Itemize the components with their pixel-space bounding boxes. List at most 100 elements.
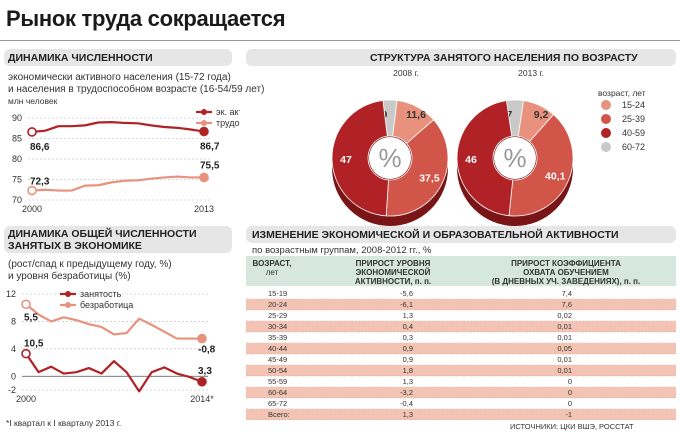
table-cell-activity: 1,8 — [403, 366, 413, 375]
legend-swatch-60-72 — [601, 142, 611, 152]
slice-value-label: 47 — [340, 154, 352, 166]
table-row-bg — [246, 343, 676, 354]
x-tick-label: 2014* — [190, 394, 214, 404]
y-tick-label: 75 — [12, 175, 22, 185]
y-tick-label: 70 — [12, 195, 22, 205]
table-cell-age: 25-29 — [268, 311, 287, 320]
donut-slice-40-59 — [331, 99, 389, 217]
table-cell-education: 7,4 — [562, 289, 572, 298]
table-cell-education: 0,05 — [557, 344, 572, 353]
activity-table: 15-19 -5,6 7,4 20-24 -6,1 7,6 25-29 1,3 0,02 30-3… — [246, 289, 676, 420]
table-cell-age: 40-44 — [268, 344, 287, 353]
table-cell-activity: -5,6 — [400, 289, 413, 298]
table-cell-activity: 0,9 — [403, 355, 413, 364]
series-line-1 — [31, 121, 205, 134]
employment-line-chart: -2 0 4 8 12 2000 2014* 10,5 3,3 5,5 -0,8 занятост… — [6, 289, 216, 404]
legend-marker — [201, 120, 207, 126]
table-cell-education: 0,01 — [557, 333, 572, 342]
percent-symbol: % — [503, 143, 526, 173]
table-col-education-header: ПРИРОСТ КОЭФФИЦИЕНТА ОХВАТА ОБУЧЕНИЕМ (В Д… — [491, 259, 641, 286]
table-row-bg — [246, 365, 676, 376]
table-row-bg — [246, 409, 676, 420]
table-cell-activity: 1,3 — [403, 377, 413, 386]
table-header-bg — [246, 256, 676, 286]
table-cell-age: 45-49 — [268, 355, 287, 364]
donut-hole — [369, 137, 411, 179]
legend-label: безработица — [80, 300, 133, 310]
table-cell-education: 0 — [568, 399, 572, 408]
sources-note: ИСТОЧНИКИ: ЦКИ ВШЭ, РОССТАТ — [510, 422, 634, 431]
y-unit-label: млн человек — [8, 96, 58, 106]
table-cell-age: 55-59 — [268, 377, 287, 386]
panel2-subtitle-line2: и уровня безработицы (%) — [8, 271, 131, 282]
value-label: -0,8 — [198, 345, 216, 356]
endpoint-marker — [27, 127, 37, 137]
panel2-header-line2: ЗАНЯТЫХ В ЭКОНОМИКЕ — [8, 240, 142, 252]
panel1-header-bg — [4, 49, 232, 66]
x-tick-label: 2000 — [22, 204, 42, 214]
legend-label: эк. активное — [216, 107, 240, 117]
slice-value-label: 46 — [465, 154, 477, 166]
table-cell-education: 0,02 — [557, 311, 572, 320]
table-cell-age: 65-72 — [268, 399, 287, 408]
endpoint-marker — [21, 348, 31, 359]
panel3-header: СТРУКТУРА ЗАНЯТОГО НАСЕЛЕНИЯ ПО ВОЗРАСТУ — [370, 52, 638, 64]
table-cell-age: 15-19 — [268, 289, 287, 298]
legend-marker — [65, 302, 71, 308]
endpoint-marker — [21, 299, 31, 310]
table-cell-education: 0 — [568, 377, 572, 386]
legend-label: 15-24 — [622, 100, 645, 110]
table-row-bg — [246, 387, 676, 398]
legend-label: 60-72 — [622, 142, 645, 152]
slice-value-label: 37,5 — [419, 172, 440, 184]
table-col-activity-header: ПРИРОСТ УРОВНЯ ЭКОНОМИЧЕСКОЙ АКТИВНОСТИ, п… — [354, 259, 432, 286]
table-cell-age: 30-34 — [268, 322, 287, 331]
table-cell-activity: 0,3 — [403, 333, 413, 342]
table-cell-age: 50-54 — [268, 366, 287, 375]
slice-value-label: 11,6 — [406, 109, 426, 121]
legend-label: 25-39 — [622, 114, 645, 124]
table-row-bg — [246, 321, 676, 332]
legend-label: 40-59 — [622, 128, 645, 138]
series-line-1 — [25, 353, 203, 393]
value-label: 86,6 — [30, 142, 50, 153]
panel1-subtitle-line1: экономически активного населения (15-72 … — [8, 72, 231, 83]
table-cell-education: 0 — [568, 388, 572, 397]
x-tick-label: 2013 — [194, 204, 214, 214]
legend-marker — [201, 109, 207, 115]
y-tick-label: 0 — [11, 371, 16, 381]
page-title: Рынок труда сокращается — [6, 6, 286, 31]
table-cell-education: 7,6 — [562, 300, 572, 309]
panel4-subheader: по возрастным группам, 2008-2012 гг., % — [252, 245, 432, 256]
value-label: 5,5 — [24, 312, 38, 323]
y-tick-label: 12 — [6, 289, 16, 299]
table-cell-activity: -3,2 — [400, 388, 413, 397]
slice-value-label: 40,1 — [545, 171, 566, 183]
table-col-age-header: ВОЗРАСТ, лет — [252, 259, 292, 277]
table-cell-activity: 0,9 — [403, 344, 413, 353]
year-label: 2013 г. — [518, 68, 544, 78]
value-label: 3,3 — [198, 366, 212, 377]
labor-force-line-chart: 70 75 80 85 90 2000 2013 млн человек 86,6 86,7 72… — [8, 96, 240, 214]
table-cell-activity: 1,3 — [403, 410, 413, 419]
table-row-bg — [246, 299, 676, 310]
legend-title: возраст, лет — [598, 88, 646, 98]
percent-symbol: % — [378, 143, 401, 173]
legend-swatch-15-24 — [601, 100, 611, 110]
panel2-subtitle-line1: (рост/спад к предыдущему году, %) — [8, 259, 172, 270]
legend-marker — [65, 291, 71, 297]
y-tick-label: 4 — [11, 344, 16, 354]
panel1-header: ДИНАМИКА ЧИСЛЕННОСТИ — [8, 52, 153, 64]
value-label: 75,5 — [200, 160, 220, 171]
endpoint-marker — [197, 333, 207, 344]
x-tick-label: 2000 — [16, 394, 36, 404]
panel4-header: ИЗМЕНЕНИЕ ЭКОНОМИЧЕСКОЙ И ОБРАЗОВАТЕЛЬНО… — [252, 229, 619, 241]
table-cell-education: -1 — [565, 410, 572, 419]
age-structure-donut-charts: 3,911,637,547%2008 г.4,79,240,146%2013 г… — [331, 68, 646, 226]
table-cell-education: 0,01 — [557, 355, 572, 364]
donut-slice-25-39 — [508, 114, 574, 217]
panel2-footnote: *I квартал к I кварталу 2013 г. — [6, 418, 122, 428]
y-tick-label: 90 — [12, 113, 22, 123]
table-cell-age: 60-64 — [268, 388, 287, 397]
